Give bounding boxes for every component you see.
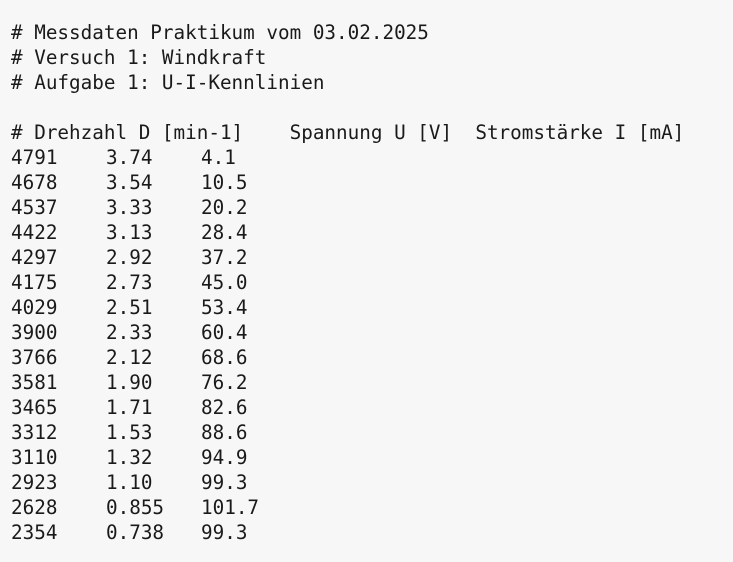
rpm-cell: 4297 <box>11 246 58 269</box>
current-cell: 94.9 <box>201 446 248 469</box>
comment-title: # Messdaten Praktikum vom 03.02.2025 <box>11 21 429 44</box>
current-cell: 60.4 <box>201 321 248 344</box>
rpm-cell: 3900 <box>11 321 58 344</box>
current-cell: 45.0 <box>201 271 248 294</box>
current-cell: 4.1 <box>201 146 236 169</box>
data-row: 4175 2.73 45.0 <box>11 270 726 295</box>
data-row: 2628 0.855 101.7 <box>11 495 726 520</box>
data-row: 2923 1.10 99.3 <box>11 470 726 495</box>
voltage-cell: 2.73 <box>106 271 153 294</box>
data-row: 3900 2.33 60.4 <box>11 320 726 345</box>
rpm-cell: 4537 <box>11 196 58 219</box>
data-row: 4029 2.51 53.4 <box>11 295 726 320</box>
rpm-cell: 4422 <box>11 221 58 244</box>
data-row: 4297 2.92 37.2 <box>11 245 726 270</box>
rpm-cell: 4791 <box>11 146 58 169</box>
current-cell: 37.2 <box>201 246 248 269</box>
blank-line <box>11 95 726 120</box>
current-cell: 88.6 <box>201 421 248 444</box>
data-row: 4422 3.13 28.4 <box>11 220 726 245</box>
current-cell: 53.4 <box>201 296 248 319</box>
rpm-cell: 2628 <box>11 496 58 519</box>
voltage-cell: 2.92 <box>106 246 153 269</box>
current-cell: 10.5 <box>201 171 248 194</box>
current-cell: 99.3 <box>201 521 248 544</box>
voltage-cell: 1.53 <box>106 421 153 444</box>
rpm-cell: 3581 <box>11 371 58 394</box>
rpm-cell: 4029 <box>11 296 58 319</box>
data-row: 3110 1.32 94.9 <box>11 445 726 470</box>
voltage-cell: 0.738 <box>106 521 165 544</box>
voltage-cell: 0.855 <box>106 496 165 519</box>
rpm-cell: 3465 <box>11 396 58 419</box>
data-row: 4791 3.74 4.1 <box>11 145 726 170</box>
voltage-cell: 3.74 <box>106 146 153 169</box>
rpm-cell: 3312 <box>11 421 58 444</box>
voltage-cell: 2.12 <box>106 346 153 369</box>
voltage-cell: 1.71 <box>106 396 153 419</box>
rpm-cell: 4175 <box>11 271 58 294</box>
voltage-cell: 3.13 <box>106 221 153 244</box>
data-row: 4537 3.33 20.2 <box>11 195 726 220</box>
voltage-cell: 3.54 <box>106 171 153 194</box>
data-row: 2354 0.738 99.3 <box>11 520 726 545</box>
current-cell: 68.6 <box>201 346 248 369</box>
comment-experiment: # Versuch 1: Windkraft <box>11 46 267 69</box>
rpm-cell: 3766 <box>11 346 58 369</box>
voltage-cell: 3.33 <box>106 196 153 219</box>
current-cell: 101.7 <box>201 496 260 519</box>
current-cell: 28.4 <box>201 221 248 244</box>
data-row: 4678 3.54 10.5 <box>11 170 726 195</box>
voltage-cell: 2.33 <box>106 321 153 344</box>
voltage-cell: 1.90 <box>106 371 153 394</box>
current-cell: 20.2 <box>201 196 248 219</box>
rpm-cell: 3110 <box>11 446 58 469</box>
text-document: # Messdaten Praktikum vom 03.02.2025 # V… <box>11 20 726 545</box>
data-row: 3766 2.12 68.6 <box>11 345 726 370</box>
column-header-line: # Drehzahl D [min-1] Spannung U [V] Stro… <box>11 121 685 144</box>
data-row: 3312 1.53 88.6 <box>11 420 726 445</box>
rpm-cell: 2354 <box>11 521 58 544</box>
rpm-cell: 2923 <box>11 471 58 494</box>
rpm-cell: 4678 <box>11 171 58 194</box>
current-cell: 99.3 <box>201 471 248 494</box>
comment-task: # Aufgabe 1: U-I-Kennlinien <box>11 71 325 94</box>
current-cell: 76.2 <box>201 371 248 394</box>
data-row: 3581 1.90 76.2 <box>11 370 726 395</box>
data-row: 3465 1.71 82.6 <box>11 395 726 420</box>
current-cell: 82.6 <box>201 396 248 419</box>
voltage-cell: 2.51 <box>106 296 153 319</box>
voltage-cell: 1.32 <box>106 446 153 469</box>
voltage-cell: 1.10 <box>106 471 153 494</box>
